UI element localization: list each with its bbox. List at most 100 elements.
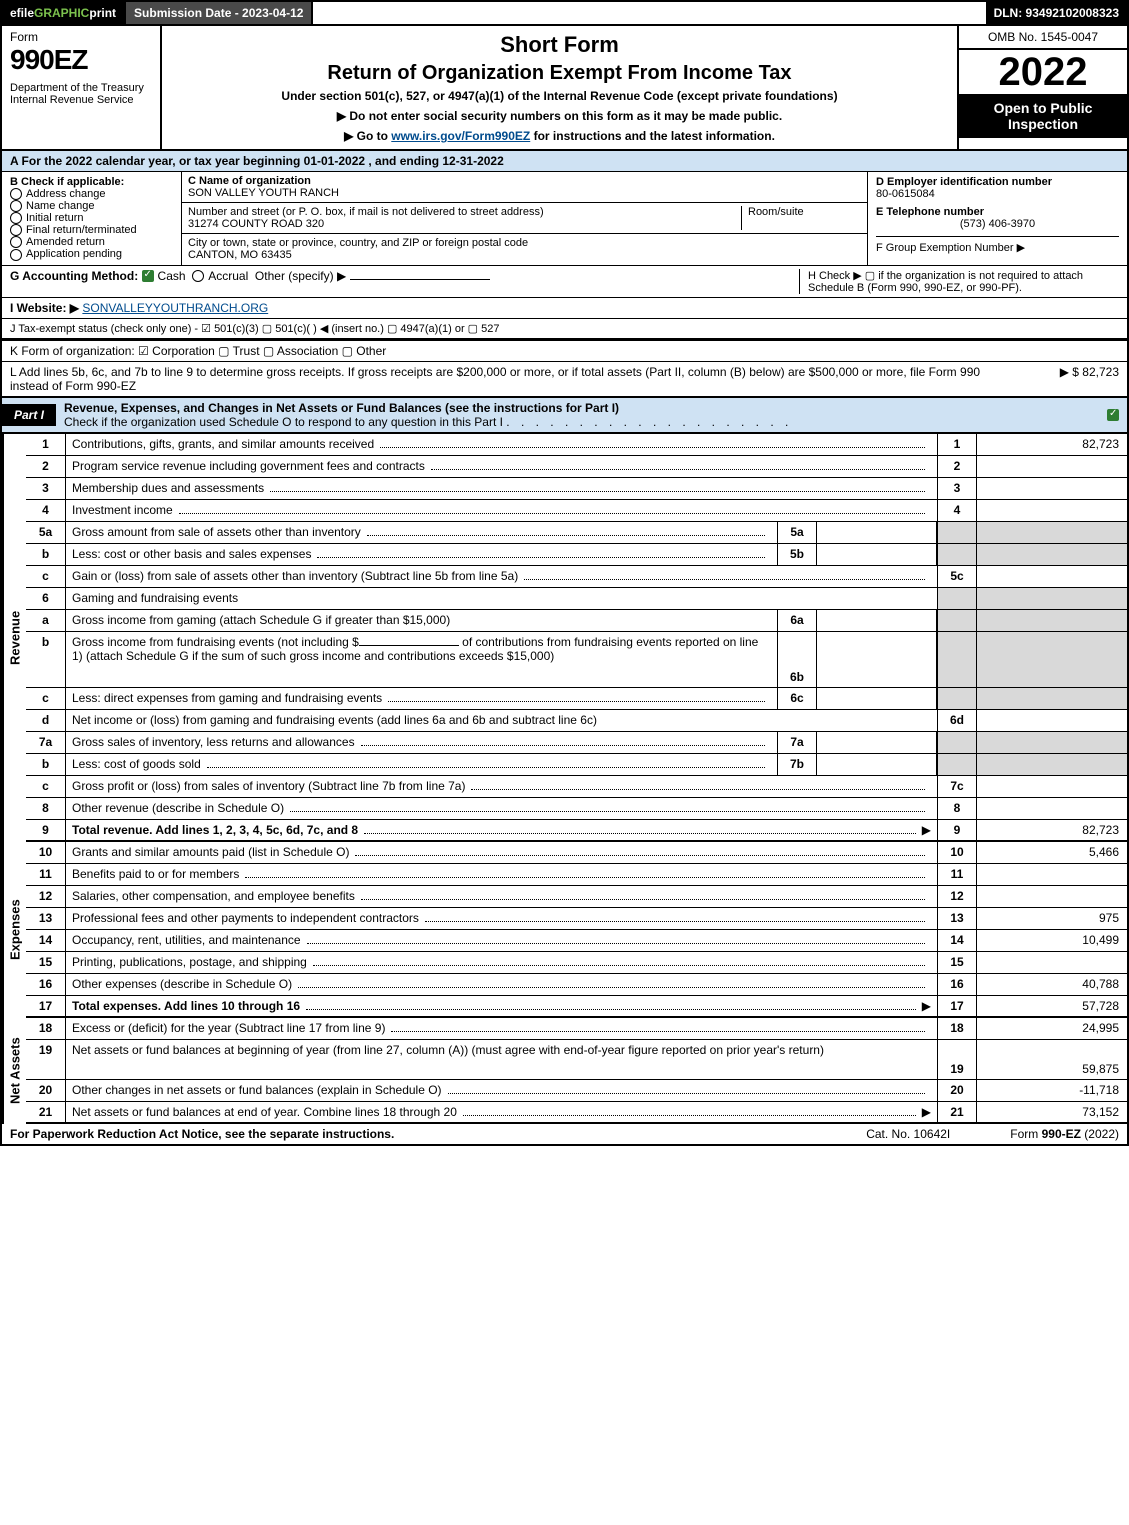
l19-val: 59,875 [977, 1040, 1127, 1079]
box-b-header: B Check if applicable: [10, 176, 173, 188]
room-label: Room/suite [748, 206, 804, 218]
l6-desc: Gaming and fundraising events [66, 588, 937, 609]
irs-link[interactable]: www.irs.gov/Form990EZ [391, 129, 530, 143]
chk-name-change[interactable]: Name change [10, 200, 173, 212]
l3-rno: 3 [937, 478, 977, 499]
l18-desc: Excess or (deficit) for the year (Subtra… [66, 1018, 937, 1039]
form-number: 990EZ [10, 44, 152, 76]
netassets-group: Net Assets 18Excess or (deficit) for the… [2, 1018, 1127, 1124]
chk-final-return[interactable]: Final return/terminated [10, 224, 173, 236]
tel-value: (573) 406-3970 [876, 218, 1119, 230]
top-bar: efile GRAPHIC print Submission Date - 20… [0, 0, 1129, 26]
l3-no: 3 [26, 478, 66, 499]
l9-desc: Total revenue. Add lines 1, 2, 3, 4, 5c,… [66, 820, 937, 840]
l6-rval [977, 588, 1127, 609]
l5a-midval [817, 522, 937, 543]
l11-no: 11 [26, 864, 66, 885]
lineg-label: G Accounting Method: [10, 269, 138, 283]
part1-checkbox[interactable] [1103, 408, 1127, 422]
part1-text: Revenue, Expenses, and Changes in Net As… [56, 398, 1103, 432]
l21-val: 73,152 [977, 1102, 1127, 1122]
chk-amended-return[interactable]: Amended return [10, 236, 173, 248]
l5b-rno [937, 544, 977, 565]
l21-desc: Net assets or fund balances at end of ye… [66, 1102, 937, 1122]
l13-desc: Professional fees and other payments to … [66, 908, 937, 929]
l10-rno: 10 [937, 842, 977, 863]
l16-no: 16 [26, 974, 66, 995]
l6-no: 6 [26, 588, 66, 609]
l6c-midval [817, 688, 937, 709]
l6c-rval [977, 688, 1127, 709]
l15-desc: Printing, publications, postage, and shi… [66, 952, 937, 973]
l6a-desc: Gross income from gaming (attach Schedul… [66, 610, 777, 631]
revenue-group: Revenue 1Contributions, gifts, grants, a… [2, 434, 1127, 842]
l6c-no: c [26, 688, 66, 709]
l14-no: 14 [26, 930, 66, 951]
submission-date: Submission Date - 2023-04-12 [126, 2, 313, 24]
l12-no: 12 [26, 886, 66, 907]
ledger: Revenue 1Contributions, gifts, grants, a… [0, 434, 1129, 1124]
website-link[interactable]: SONVALLEYYOUTHRANCH.ORG [82, 301, 268, 315]
efile-button[interactable]: efile GRAPHIC print [2, 2, 126, 24]
note-link: ▶ Go to www.irs.gov/Form990EZ for instru… [172, 129, 947, 143]
l4-val [977, 500, 1127, 521]
l19-desc: Net assets or fund balances at beginning… [66, 1040, 937, 1079]
l2-val [977, 456, 1127, 477]
l7c-val [977, 776, 1127, 797]
l5c-rno: 5c [937, 566, 977, 587]
city-label: City or town, state or province, country… [188, 237, 528, 249]
l14-rno: 14 [937, 930, 977, 951]
l1-desc: Contributions, gifts, grants, and simila… [66, 434, 937, 455]
subtitle: Under section 501(c), 527, or 4947(a)(1)… [172, 89, 947, 103]
l3-desc: Membership dues and assessments [66, 478, 937, 499]
header-right: OMB No. 1545-0047 2022 Open to Public In… [957, 26, 1127, 149]
l5c-no: c [26, 566, 66, 587]
line-j: J Tax-exempt status (check only one) - ☑… [0, 319, 1129, 339]
org-name-row: C Name of organization SON VALLEY YOUTH … [182, 172, 867, 203]
l6b-mid: 6b [777, 632, 817, 687]
l10-desc: Grants and similar amounts paid (list in… [66, 842, 937, 863]
chk-initial-return[interactable]: Initial return [10, 212, 173, 224]
l15-rno: 15 [937, 952, 977, 973]
box-c: C Name of organization SON VALLEY YOUTH … [182, 172, 867, 265]
l1-rno: 1 [937, 434, 977, 455]
l6d-no: d [26, 710, 66, 731]
expenses-group: Expenses 10Grants and similar amounts pa… [2, 842, 1127, 1018]
title-return: Return of Organization Exempt From Incom… [172, 62, 947, 85]
l5b-desc: Less: cost or other basis and sales expe… [66, 544, 777, 565]
l6c-desc: Less: direct expenses from gaming and fu… [66, 688, 777, 709]
l19-no: 19 [26, 1040, 66, 1079]
org-name-label: C Name of organization [188, 175, 311, 187]
cash-label: Cash [158, 269, 186, 283]
chk-application-pending[interactable]: Application pending [10, 248, 173, 260]
chk-cash[interactable] [142, 270, 154, 282]
l8-val [977, 798, 1127, 819]
l6d-desc: Net income or (loss) from gaming and fun… [66, 710, 937, 731]
l13-no: 13 [26, 908, 66, 929]
part1-header: Part I Revenue, Expenses, and Changes in… [0, 398, 1129, 434]
l13-rno: 13 [937, 908, 977, 929]
l13-val: 975 [977, 908, 1127, 929]
l7b-rno [937, 754, 977, 775]
l6a-midval [817, 610, 937, 631]
note-ssn: ▶ Do not enter social security numbers o… [172, 109, 947, 123]
part1-tag: Part I [2, 404, 56, 426]
l12-val [977, 886, 1127, 907]
chk-accrual[interactable] [192, 270, 204, 282]
note2-pre: ▶ Go to [344, 129, 391, 143]
l20-rno: 20 [937, 1080, 977, 1101]
chk-address-change[interactable]: Address change [10, 188, 173, 200]
note2-post: for instructions and the latest informat… [534, 129, 775, 143]
tax-year: 2022 [959, 50, 1127, 94]
l11-rno: 11 [937, 864, 977, 885]
city-row: City or town, state or province, country… [182, 234, 867, 264]
tel-label: E Telephone number [876, 206, 1119, 218]
l5a-desc: Gross amount from sale of assets other t… [66, 522, 777, 543]
efile-graphic: GRAPHIC [34, 6, 89, 20]
header-left: Form 990EZ Department of the Treasury In… [2, 26, 162, 149]
l7a-midval [817, 732, 937, 753]
addr-value: 31274 COUNTY ROAD 320 [188, 218, 324, 230]
l12-desc: Salaries, other compensation, and employ… [66, 886, 937, 907]
line-gh: G Accounting Method: Cash Accrual Other … [0, 266, 1129, 298]
l6b-rno [937, 632, 977, 687]
